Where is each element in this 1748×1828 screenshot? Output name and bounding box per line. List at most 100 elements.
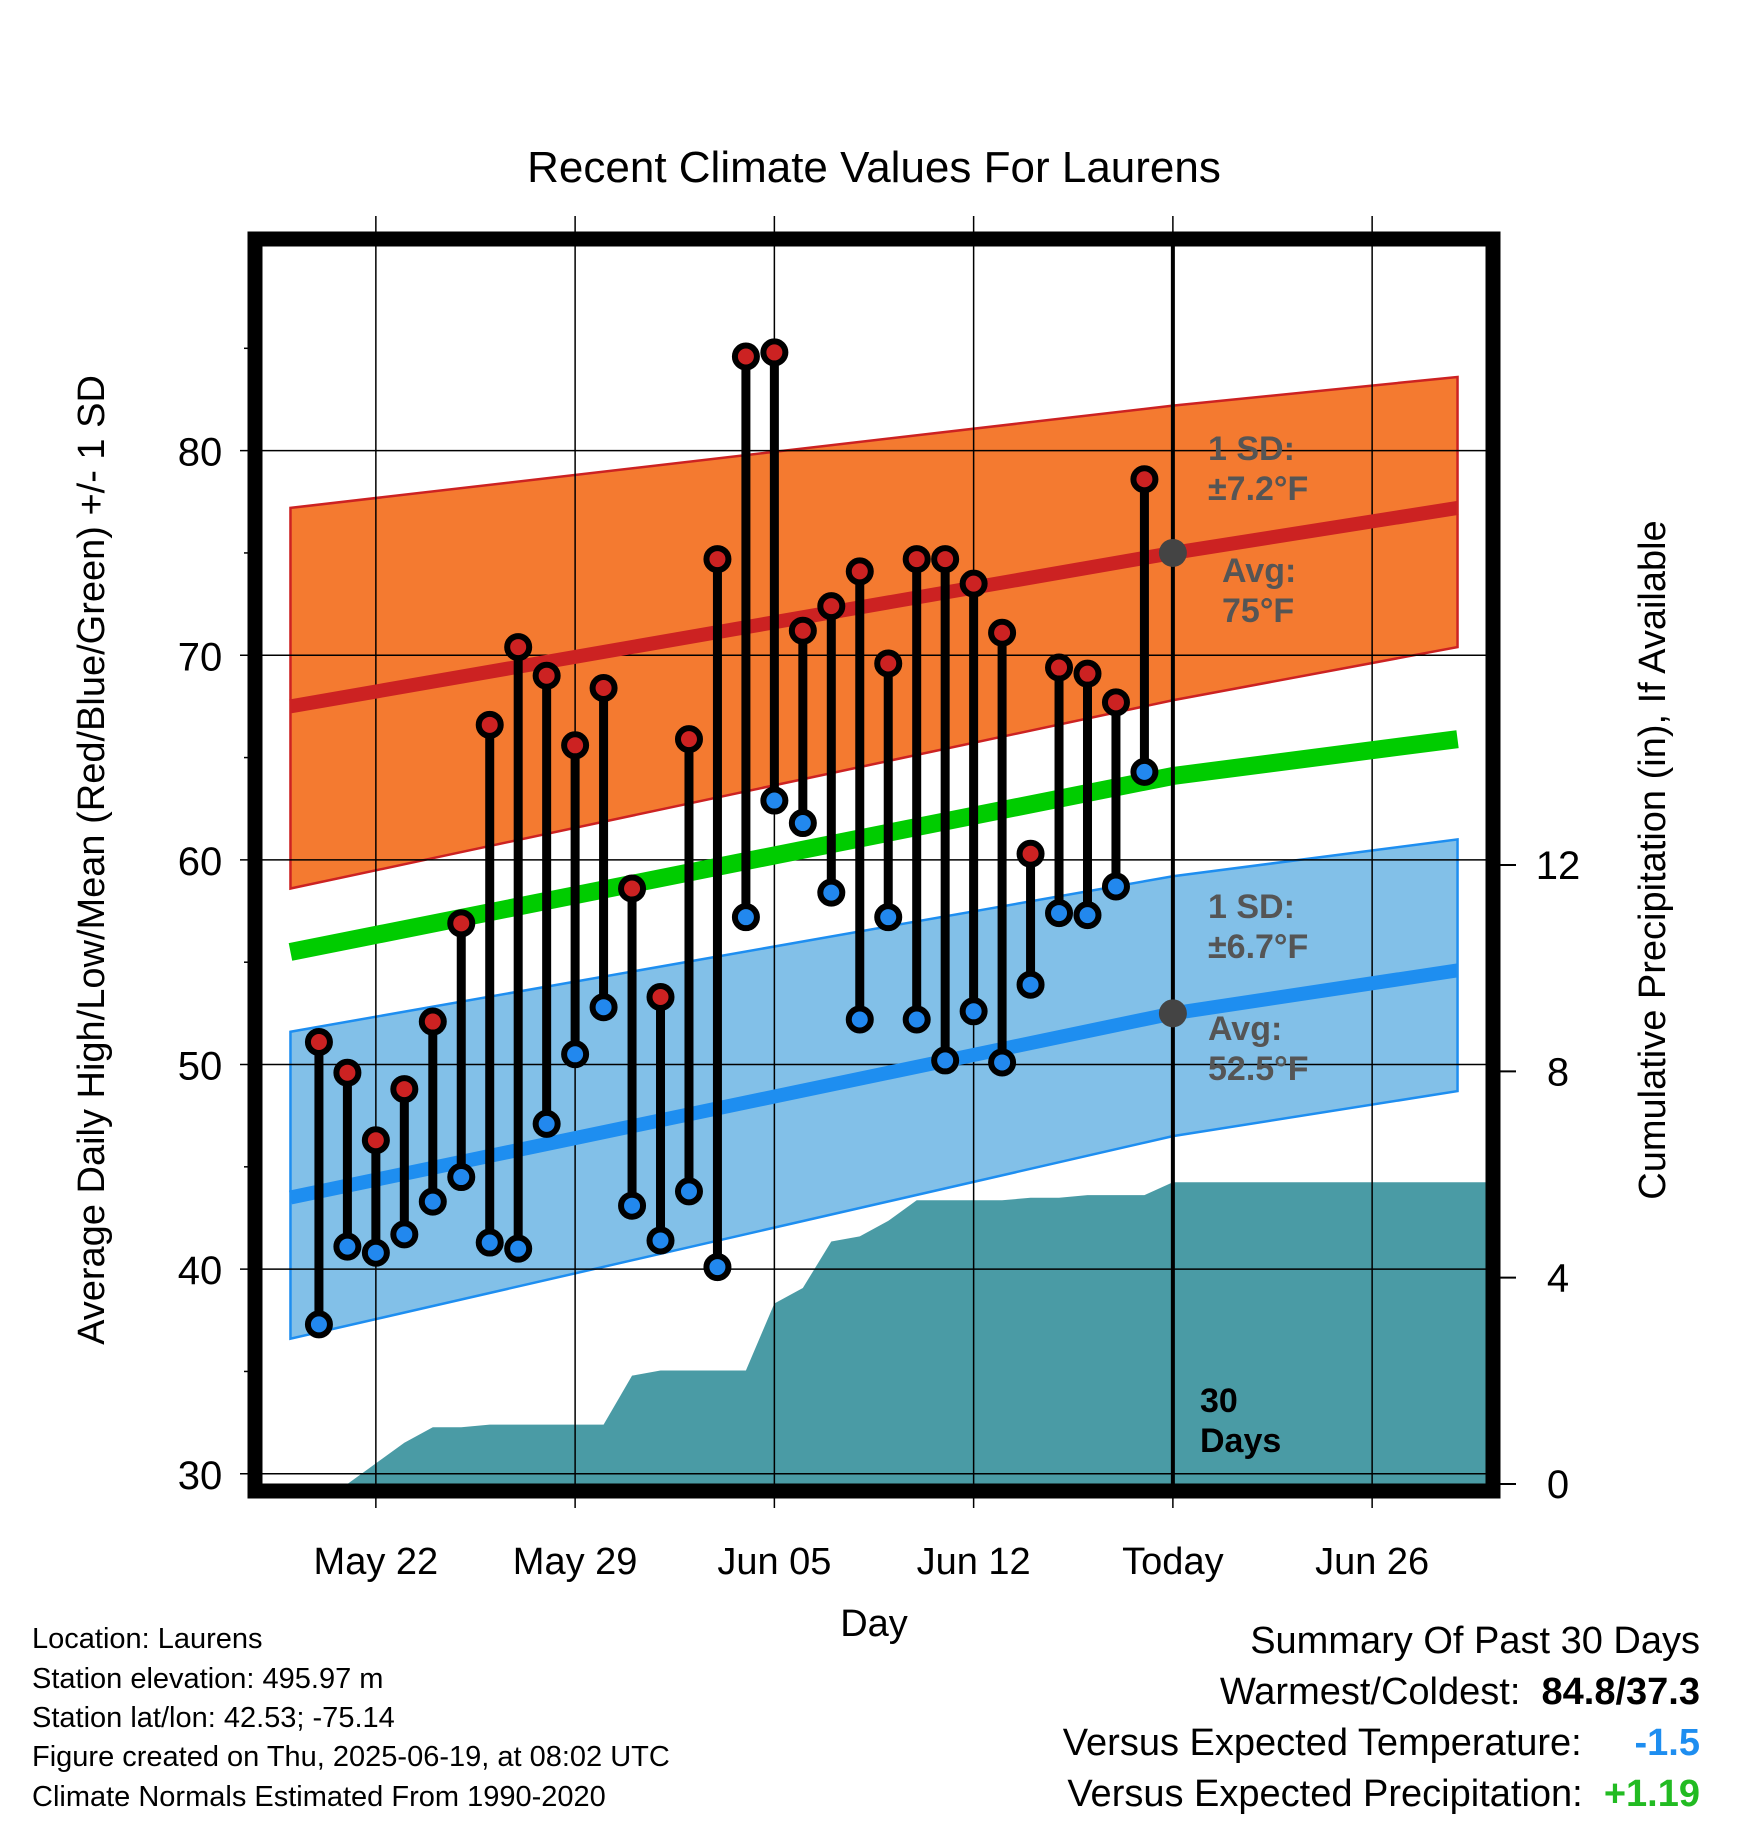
high-point [845, 557, 874, 586]
y2-tick-label: 8 [1547, 1050, 1569, 1094]
high-point [902, 545, 931, 574]
low-point [646, 1226, 675, 1255]
low-point [475, 1228, 504, 1257]
high-point [618, 874, 647, 903]
x-tick-label: Jun 12 [917, 1541, 1031, 1583]
low-point [1045, 899, 1074, 928]
summary-temperature: Versus Expected Temperature: -1.5 [1063, 1722, 1700, 1765]
high-avg-annotation: Avg: 75°F [1222, 552, 1296, 630]
precipitation-area [262, 1182, 1486, 1484]
low-point [817, 878, 846, 907]
footer-normals: Climate Normals Estimated From 1990-2020 [32, 1781, 606, 1813]
high-point [1045, 653, 1074, 682]
high-point [988, 618, 1017, 647]
footer-created: Figure created on Thu, 2025-06-19, at 08… [32, 1741, 670, 1773]
high-point [703, 545, 732, 574]
footer-location: Location: Laurens [32, 1623, 263, 1655]
low-point [532, 1109, 561, 1138]
low-point [447, 1163, 476, 1192]
y2-axis-title: Cumulative Precipitation (in), If Availa… [1632, 520, 1674, 1199]
x-tick-label: May 22 [314, 1541, 439, 1583]
low-point [504, 1234, 533, 1263]
low-point [1073, 901, 1102, 930]
low-point [959, 997, 988, 1026]
low-point [788, 809, 817, 838]
high-point [674, 725, 703, 754]
low-point [988, 1048, 1017, 1077]
low-point [674, 1177, 703, 1206]
high-point [475, 710, 504, 739]
high-sd-annotation: 1 SD: ±7.2°F [1208, 430, 1308, 508]
high-point [817, 592, 846, 621]
x-tick-label: Jun 26 [1315, 1541, 1429, 1583]
low-point [931, 1046, 960, 1075]
y2-tick-label: 4 [1547, 1257, 1569, 1301]
precipitation-value: +1.19 [1603, 1773, 1700, 1815]
low-sd-annotation: 1 SD: ±6.7°F [1208, 888, 1308, 966]
y2-tick-label: 0 [1547, 1463, 1569, 1507]
y-tick-label: 80 [178, 431, 223, 475]
summary-title: Summary Of Past 30 Days [1250, 1620, 1700, 1662]
high-point [390, 1075, 419, 1104]
x-tick-label: Today [1122, 1541, 1223, 1583]
y-tick-label: 40 [178, 1249, 223, 1293]
low-point [760, 786, 789, 815]
high-point [504, 633, 533, 662]
high-point [760, 338, 789, 367]
summary-warmest-coldest: Warmest/Coldest: 84.8/37.3 [1220, 1671, 1700, 1714]
low-point [304, 1310, 333, 1339]
y-tick-label: 60 [178, 840, 223, 884]
x-tick-label: Jun 05 [717, 1541, 831, 1583]
high-point [361, 1126, 390, 1155]
x-tick-label: May 29 [513, 1541, 638, 1583]
low-point [589, 993, 618, 1022]
low-point [618, 1191, 647, 1220]
x-axis-title: Day [840, 1603, 908, 1645]
high-point [1016, 839, 1045, 868]
high-point [874, 649, 903, 678]
low-point [731, 903, 760, 932]
high-point [731, 342, 760, 371]
low-point [390, 1220, 419, 1249]
high-point [646, 982, 675, 1011]
temperature-label: Versus Expected Temperature: [1062, 1722, 1582, 1764]
y-tick-label: 30 [178, 1454, 223, 1498]
warmest-coldest-label: Warmest/Coldest: [1219, 1671, 1521, 1713]
low-point [1016, 970, 1045, 999]
low-point [333, 1232, 362, 1261]
high-point [1101, 688, 1130, 717]
high-point [418, 1007, 447, 1036]
y2-tick-label: 12 [1536, 844, 1581, 888]
precipitation-label: Versus Expected Precipitation: [1067, 1773, 1583, 1815]
low-avg-marker [1158, 999, 1187, 1028]
low-point [874, 903, 903, 932]
high-point [561, 731, 590, 760]
high-point [532, 661, 561, 690]
today-annotation: 30 Days [1200, 1382, 1281, 1460]
low-point [561, 1040, 590, 1069]
high-point [788, 616, 817, 645]
temperature-value: -1.5 [1634, 1722, 1700, 1764]
high-point [959, 569, 988, 598]
low-point [1101, 872, 1130, 901]
y-tick-label: 70 [178, 635, 223, 679]
high-point [931, 545, 960, 574]
footer-elevation: Station elevation: 495.97 m [32, 1663, 384, 1695]
chart-title: Recent Climate Values For Laurens [527, 143, 1221, 192]
footer-latlon: Station lat/lon: 42.53; -75.14 [32, 1702, 395, 1734]
high-point [1073, 659, 1102, 688]
y-tick-label: 50 [178, 1045, 223, 1089]
high-point [589, 673, 618, 702]
high-point [333, 1058, 362, 1087]
low-point [361, 1238, 390, 1267]
low-avg-annotation: Avg: 52.5°F [1208, 1010, 1309, 1088]
low-point [1130, 757, 1159, 786]
low-point [902, 1005, 931, 1034]
low-point [418, 1187, 447, 1216]
high-point [304, 1028, 333, 1057]
low-point [703, 1253, 732, 1282]
warmest-coldest-value: 84.8/37.3 [1541, 1671, 1700, 1713]
low-point [845, 1005, 874, 1034]
summary-precipitation: Versus Expected Precipitation: +1.19 [1067, 1773, 1700, 1816]
